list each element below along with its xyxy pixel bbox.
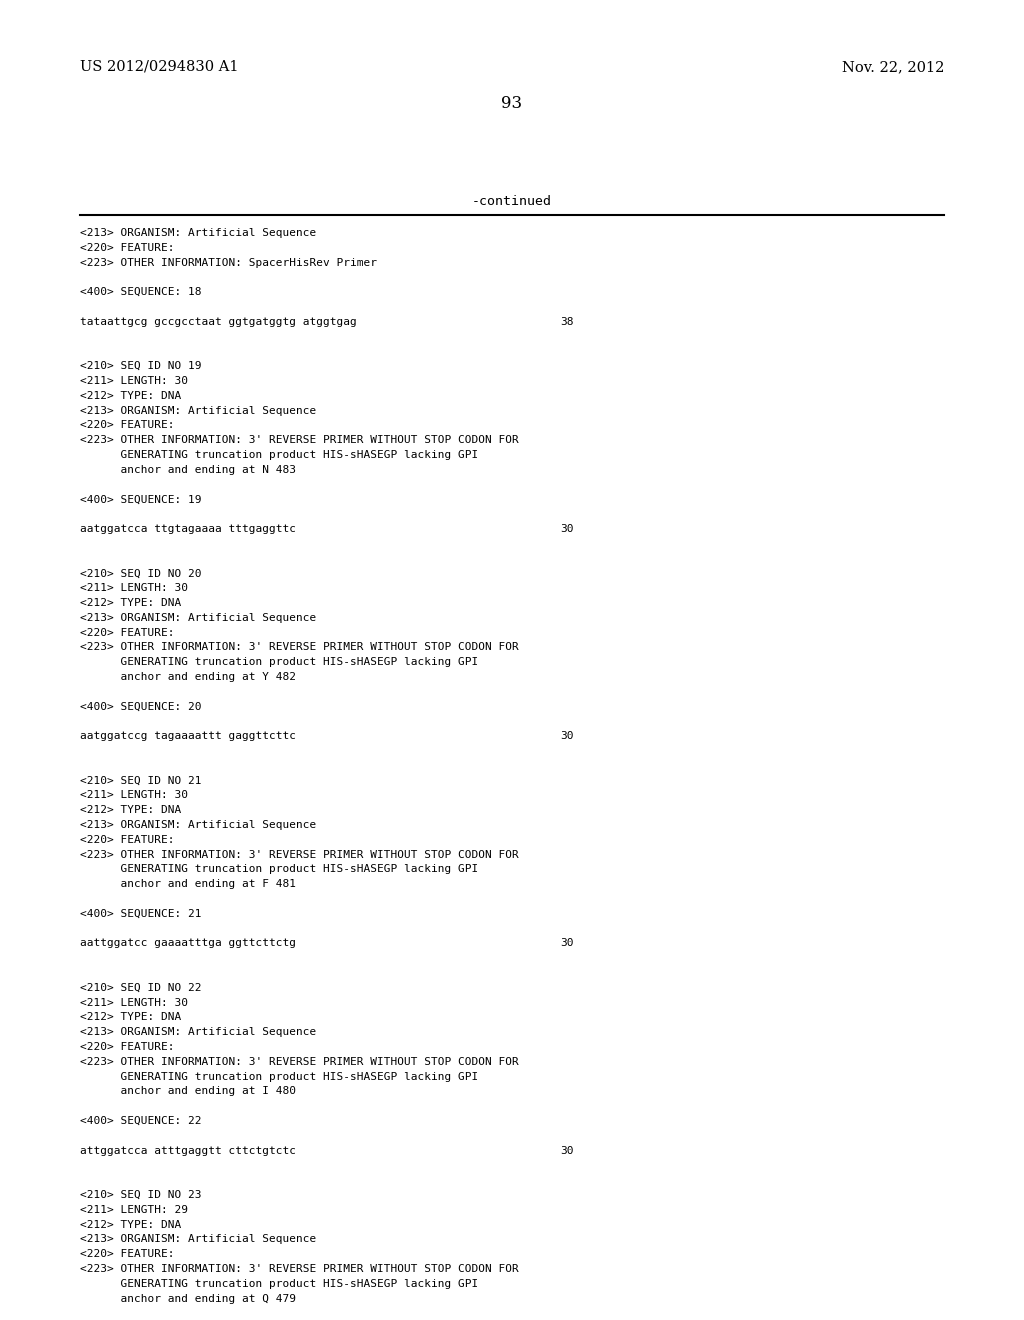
Text: <400> SEQUENCE: 19: <400> SEQUENCE: 19 (80, 495, 202, 504)
Text: Nov. 22, 2012: Nov. 22, 2012 (842, 59, 944, 74)
Text: <212> TYPE: DNA: <212> TYPE: DNA (80, 1012, 181, 1023)
Text: GENERATING truncation product HIS-sHASEGP lacking GPI: GENERATING truncation product HIS-sHASEG… (80, 450, 478, 459)
Text: <213> ORGANISM: Artificial Sequence: <213> ORGANISM: Artificial Sequence (80, 1234, 316, 1245)
Text: <211> LENGTH: 30: <211> LENGTH: 30 (80, 376, 188, 385)
Text: GENERATING truncation product HIS-sHASEGP lacking GPI: GENERATING truncation product HIS-sHASEG… (80, 1279, 478, 1288)
Text: anchor and ending at Q 479: anchor and ending at Q 479 (80, 1294, 296, 1304)
Text: GENERATING truncation product HIS-sHASEGP lacking GPI: GENERATING truncation product HIS-sHASEG… (80, 657, 478, 667)
Text: 30: 30 (560, 731, 573, 742)
Text: -continued: -continued (472, 195, 552, 209)
Text: aatggatcca ttgtagaaaa tttgaggttc: aatggatcca ttgtagaaaa tttgaggttc (80, 524, 296, 535)
Text: 38: 38 (560, 317, 573, 327)
Text: US 2012/0294830 A1: US 2012/0294830 A1 (80, 59, 239, 74)
Text: aattggatcc gaaaatttga ggttcttctg: aattggatcc gaaaatttga ggttcttctg (80, 939, 296, 948)
Text: <223> OTHER INFORMATION: SpacerHisRev Primer: <223> OTHER INFORMATION: SpacerHisRev Pr… (80, 257, 377, 268)
Text: aatggatccg tagaaaattt gaggttcttc: aatggatccg tagaaaattt gaggttcttc (80, 731, 296, 742)
Text: GENERATING truncation product HIS-sHASEGP lacking GPI: GENERATING truncation product HIS-sHASEG… (80, 1072, 478, 1081)
Text: <400> SEQUENCE: 21: <400> SEQUENCE: 21 (80, 908, 202, 919)
Text: anchor and ending at I 480: anchor and ending at I 480 (80, 1086, 296, 1097)
Text: <210> SEQ ID NO 21: <210> SEQ ID NO 21 (80, 776, 202, 785)
Text: <210> SEQ ID NO 19: <210> SEQ ID NO 19 (80, 362, 202, 371)
Text: <400> SEQUENCE: 22: <400> SEQUENCE: 22 (80, 1115, 202, 1126)
Text: <212> TYPE: DNA: <212> TYPE: DNA (80, 1220, 181, 1230)
Text: <213> ORGANISM: Artificial Sequence: <213> ORGANISM: Artificial Sequence (80, 612, 316, 623)
Text: <223> OTHER INFORMATION: 3' REVERSE PRIMER WITHOUT STOP CODON FOR: <223> OTHER INFORMATION: 3' REVERSE PRIM… (80, 1057, 519, 1067)
Text: <210> SEQ ID NO 20: <210> SEQ ID NO 20 (80, 569, 202, 578)
Text: anchor and ending at Y 482: anchor and ending at Y 482 (80, 672, 296, 682)
Text: attggatcca atttgaggtt cttctgtctc: attggatcca atttgaggtt cttctgtctc (80, 1146, 296, 1155)
Text: anchor and ending at N 483: anchor and ending at N 483 (80, 465, 296, 475)
Text: <211> LENGTH: 30: <211> LENGTH: 30 (80, 583, 188, 593)
Text: <213> ORGANISM: Artificial Sequence: <213> ORGANISM: Artificial Sequence (80, 228, 316, 238)
Text: <220> FEATURE:: <220> FEATURE: (80, 1249, 174, 1259)
Text: <210> SEQ ID NO 23: <210> SEQ ID NO 23 (80, 1191, 202, 1200)
Text: <223> OTHER INFORMATION: 3' REVERSE PRIMER WITHOUT STOP CODON FOR: <223> OTHER INFORMATION: 3' REVERSE PRIM… (80, 850, 519, 859)
Text: <220> FEATURE:: <220> FEATURE: (80, 627, 174, 638)
Text: <223> OTHER INFORMATION: 3' REVERSE PRIMER WITHOUT STOP CODON FOR: <223> OTHER INFORMATION: 3' REVERSE PRIM… (80, 436, 519, 445)
Text: <220> FEATURE:: <220> FEATURE: (80, 243, 174, 253)
Text: <211> LENGTH: 29: <211> LENGTH: 29 (80, 1205, 188, 1214)
Text: 93: 93 (502, 95, 522, 112)
Text: tataattgcg gccgcctaat ggtgatggtg atggtgag: tataattgcg gccgcctaat ggtgatggtg atggtga… (80, 317, 356, 327)
Text: 30: 30 (560, 939, 573, 948)
Text: <220> FEATURE:: <220> FEATURE: (80, 1041, 174, 1052)
Text: <400> SEQUENCE: 20: <400> SEQUENCE: 20 (80, 702, 202, 711)
Text: 30: 30 (560, 1146, 573, 1155)
Text: <220> FEATURE:: <220> FEATURE: (80, 834, 174, 845)
Text: 30: 30 (560, 524, 573, 535)
Text: <213> ORGANISM: Artificial Sequence: <213> ORGANISM: Artificial Sequence (80, 405, 316, 416)
Text: <213> ORGANISM: Artificial Sequence: <213> ORGANISM: Artificial Sequence (80, 820, 316, 830)
Text: <212> TYPE: DNA: <212> TYPE: DNA (80, 391, 181, 401)
Text: <211> LENGTH: 30: <211> LENGTH: 30 (80, 791, 188, 800)
Text: <212> TYPE: DNA: <212> TYPE: DNA (80, 805, 181, 816)
Text: <220> FEATURE:: <220> FEATURE: (80, 420, 174, 430)
Text: GENERATING truncation product HIS-sHASEGP lacking GPI: GENERATING truncation product HIS-sHASEG… (80, 865, 478, 874)
Text: <211> LENGTH: 30: <211> LENGTH: 30 (80, 998, 188, 1007)
Text: <212> TYPE: DNA: <212> TYPE: DNA (80, 598, 181, 609)
Text: <223> OTHER INFORMATION: 3' REVERSE PRIMER WITHOUT STOP CODON FOR: <223> OTHER INFORMATION: 3' REVERSE PRIM… (80, 1265, 519, 1274)
Text: <213> ORGANISM: Artificial Sequence: <213> ORGANISM: Artificial Sequence (80, 1027, 316, 1038)
Text: anchor and ending at F 481: anchor and ending at F 481 (80, 879, 296, 890)
Text: <210> SEQ ID NO 22: <210> SEQ ID NO 22 (80, 983, 202, 993)
Text: <400> SEQUENCE: 18: <400> SEQUENCE: 18 (80, 288, 202, 297)
Text: <223> OTHER INFORMATION: 3' REVERSE PRIMER WITHOUT STOP CODON FOR: <223> OTHER INFORMATION: 3' REVERSE PRIM… (80, 643, 519, 652)
